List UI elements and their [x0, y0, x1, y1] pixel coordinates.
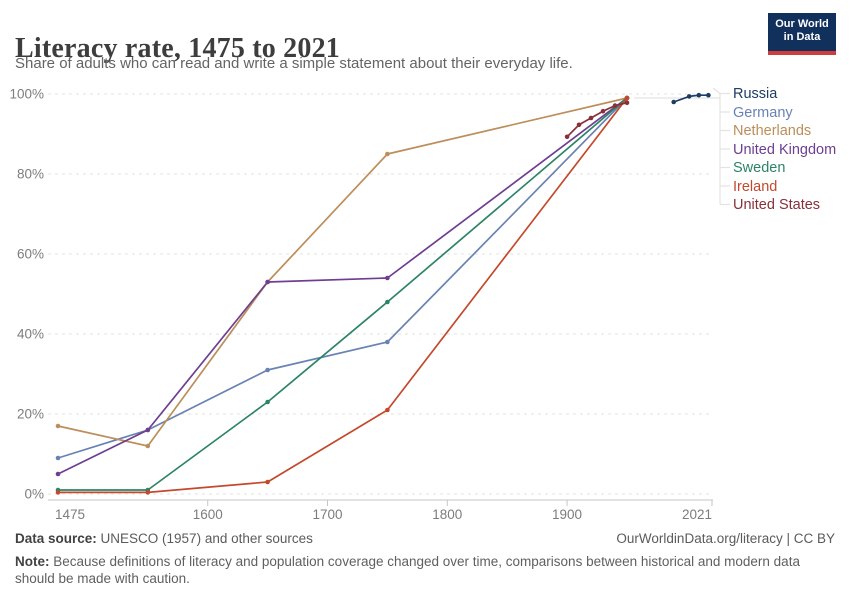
page-title: Literacy rate, 1475 to 2021	[15, 32, 340, 64]
data-point-united-states-1940[interactable]	[612, 103, 618, 108]
data-point-netherlands-1475[interactable]	[55, 423, 61, 429]
chart-footer: Data source: UNESCO (1957) and other sou…	[15, 531, 835, 587]
data-point-sweden-1750[interactable]	[385, 299, 390, 305]
data-source-line: Data source: UNESCO (1957) and other sou…	[15, 531, 313, 546]
data-point-russia-2010[interactable]	[696, 92, 702, 98]
data-point-germany-1750[interactable]	[385, 339, 390, 345]
x-tick-label-1475: 1475	[55, 507, 85, 522]
y-tick-label-0: 0%	[24, 487, 44, 502]
data-point-sweden-1650[interactable]	[265, 399, 270, 405]
series-line-ireland[interactable]	[57, 97, 628, 494]
y-tick-label-20: 20%	[17, 407, 44, 422]
legend-item-united-states[interactable]: United States	[733, 197, 821, 213]
chart-subtitle: Share of adults who can read and write a…	[15, 55, 573, 72]
owid-logo-line1: Our World	[775, 18, 829, 30]
x-tick-label-1700: 1700	[312, 507, 342, 522]
owid-logo-line2: in Data	[783, 31, 821, 43]
legend-item-ireland[interactable]: Ireland	[733, 178, 778, 195]
data-point-germany-1650[interactable]	[265, 367, 270, 373]
y-tick-label-60: 60%	[17, 247, 44, 262]
legend-item-russia[interactable]: Russia	[733, 86, 778, 102]
owid-logo[interactable]: Our World in Data	[768, 13, 836, 55]
data-point-netherlands-1750[interactable]	[385, 151, 390, 157]
series-line-netherlands[interactable]	[57, 97, 628, 447]
series-line-russia[interactable]	[672, 94, 710, 103]
data-point-russia-1989[interactable]	[671, 99, 676, 105]
data-point-netherlands-1550[interactable]	[145, 443, 151, 449]
data-point-united-states-1930[interactable]	[600, 108, 606, 114]
series-line-united-kingdom[interactable]	[57, 97, 628, 475]
legend-item-germany[interactable]: Germany	[733, 104, 793, 121]
x-tick-label-2021: 2021	[682, 507, 712, 522]
data-point-united-kingdom-1475[interactable]	[55, 471, 61, 477]
data-point-united-kingdom-1650[interactable]	[265, 279, 270, 285]
legend-item-united-kingdom[interactable]: United Kingdom	[733, 141, 837, 158]
data-point-ireland-1650[interactable]	[265, 479, 270, 485]
x-tick-label-1600: 1600	[193, 507, 223, 522]
y-tick-label-80: 80%	[17, 167, 44, 182]
x-tick-label-1800: 1800	[432, 507, 462, 522]
legend-item-sweden[interactable]: Sweden	[733, 160, 786, 176]
data-point-united-states-1950[interactable]	[624, 100, 630, 106]
data-point-united-states-1910[interactable]	[576, 122, 582, 128]
data-point-united-kingdom-1550[interactable]	[145, 427, 151, 433]
series-line-germany[interactable]	[57, 97, 628, 459]
note-text: Because definitions of literacy and popu…	[15, 554, 800, 586]
data-point-united-kingdom-1750[interactable]	[385, 275, 390, 281]
data-point-russia-2018[interactable]	[706, 92, 711, 98]
x-tick-label-1900: 1900	[552, 507, 582, 522]
data-source-label: Data source:	[15, 531, 97, 546]
data-point-ireland-1950[interactable]	[624, 95, 630, 101]
data-source-text: UNESCO (1957) and other sources	[96, 531, 313, 546]
note-line: Note: Because definitions of literacy an…	[15, 553, 835, 587]
legend-connector	[712, 87, 721, 94]
data-point-united-states-1920[interactable]	[588, 115, 594, 121]
legend-item-netherlands[interactable]: Netherlands	[733, 123, 812, 139]
data-point-russia-2002[interactable]	[686, 94, 692, 99]
data-point-ireland-1550[interactable]	[145, 490, 151, 495]
data-point-ireland-1750[interactable]	[385, 407, 390, 413]
data-point-germany-1475[interactable]	[55, 455, 61, 461]
data-point-ireland-1475[interactable]	[55, 490, 61, 495]
y-tick-label-40: 40%	[17, 327, 44, 342]
data-point-united-states-1900[interactable]	[564, 134, 570, 140]
note-label: Note:	[15, 554, 50, 569]
owid-license-link[interactable]: OurWorldinData.org/literacy | CC BY	[616, 531, 835, 546]
y-tick-label-100: 100%	[9, 87, 44, 102]
